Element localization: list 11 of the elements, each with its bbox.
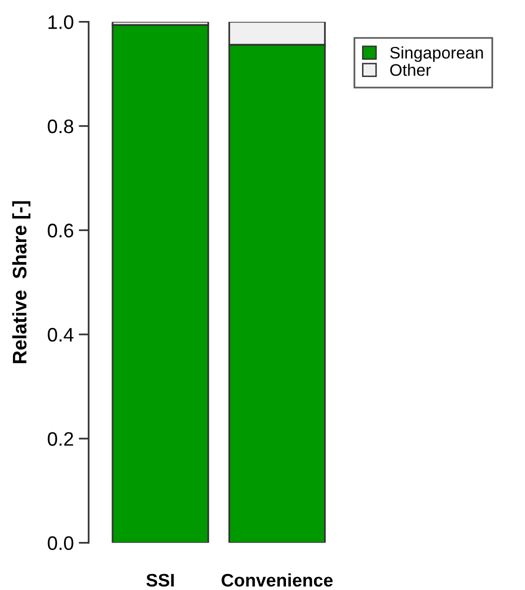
y-tick-label: 1.0 <box>48 15 74 30</box>
y-tick-label: 0.2 <box>48 432 74 446</box>
x-tick-label: Convenience <box>222 573 333 587</box>
y-axis-title: Relative Share [-] <box>12 201 30 364</box>
legend-label: Other <box>390 64 431 76</box>
y-tick-label: 0.6 <box>48 224 74 238</box>
legend-label: Singaporean <box>390 46 483 62</box>
y-tick-label: 0.4 <box>48 328 74 342</box>
y-tick-label: 0.8 <box>48 119 74 134</box>
y-tick-label: 0.0 <box>48 536 74 550</box>
x-tick-label: SSI <box>146 574 174 587</box>
